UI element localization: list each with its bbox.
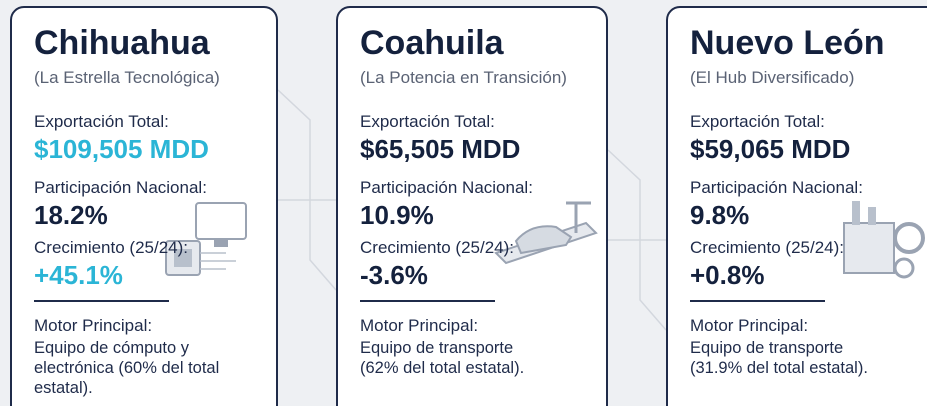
motor-text: Equipo de transporte (62% del total estat… (360, 338, 524, 378)
metric-label: Exportación Total: (690, 112, 825, 131)
state-card: Coahuila (La Potencia en Transición) Expor… (336, 6, 608, 406)
motor-label: Motor Principal: (360, 316, 479, 335)
divider (690, 300, 825, 302)
metric-value: +45.1% (34, 260, 123, 290)
motor-line: (31.9% del total estatal). (690, 359, 868, 377)
state-subtitle: (La Potencia en Transición) (360, 68, 567, 87)
metric-label: Exportación Total: (360, 112, 495, 131)
metric-value: -3.6% (360, 260, 428, 290)
metric-label: Participación Nacional: (360, 178, 533, 197)
metric-value: $65,505 MDD (360, 134, 521, 164)
illustration (165, 202, 247, 276)
metric-value: 9.8% (690, 200, 750, 230)
motor-line: electrónica (60% del total (34, 359, 220, 377)
state-card: Nuevo León (El Hub Diversificado) Exportac… (666, 6, 927, 406)
metric-value: $59,065 MDD (690, 134, 851, 164)
metric-label: Exportación Total: (34, 112, 169, 131)
metric-label: Participación Nacional: (34, 178, 207, 197)
metric-label: Crecimiento (25/24): (690, 238, 845, 257)
state-subtitle: (El Hub Diversificado) (690, 68, 855, 87)
motor-line: (62% del total estatal). (360, 359, 525, 377)
motor-line: estatal). (34, 379, 93, 397)
motor-line: Equipo de transporte (360, 339, 514, 357)
state-title: Nuevo León (690, 24, 885, 62)
metric-label: Crecimiento (25/24): (34, 238, 189, 257)
metric-value: 10.9% (360, 200, 434, 230)
motor-text: Equipo de transporte (31.9% del total est… (690, 338, 868, 378)
state-subtitle: (La Estrella Tecnológica) (34, 68, 220, 87)
metric-value: $109,505 MDD (34, 134, 209, 164)
state-title: Chihuahua (34, 24, 210, 62)
metric-value: +0.8% (690, 260, 765, 290)
motor-label: Motor Principal: (690, 316, 809, 335)
motor-line: Equipo de transporte (690, 339, 844, 357)
illustration (494, 201, 598, 265)
divider (34, 300, 169, 302)
state-title: Coahuila (360, 24, 504, 62)
state-card: Chihuahua (La Estrella Tecnológica) Export… (10, 6, 278, 406)
illustration (843, 201, 925, 279)
divider (360, 300, 495, 302)
motor-line: Equipo de cómputo y (34, 339, 190, 357)
metric-label: Participación Nacional: (690, 178, 863, 197)
motor-text: Equipo de cómputo y electrónica (60% del … (34, 338, 219, 398)
metric-label: Crecimiento (25/24): (360, 238, 515, 257)
metric-value: 18.2% (34, 200, 108, 230)
motor-label: Motor Principal: (34, 316, 153, 335)
